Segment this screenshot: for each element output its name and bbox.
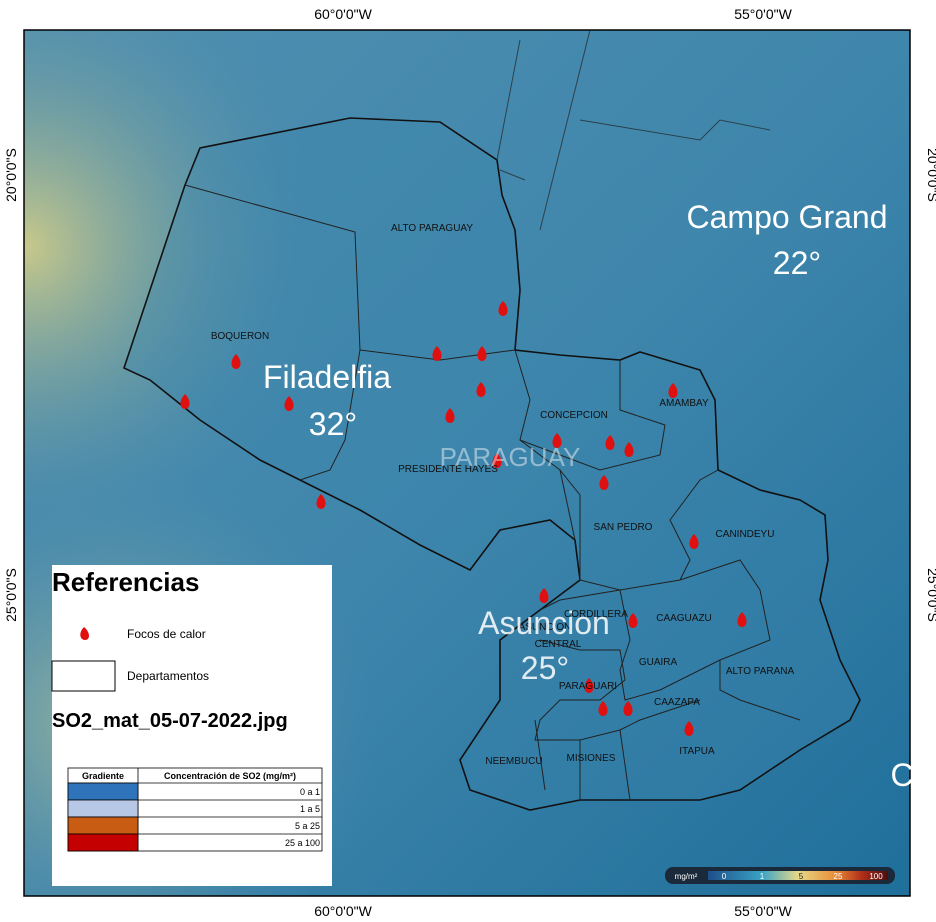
fire-marker — [668, 383, 678, 398]
department-label: ITAPUA — [679, 746, 715, 757]
temperature-label: 32° — [309, 406, 357, 442]
fire-marker — [605, 435, 615, 450]
lat-label: 20°0'0"S — [925, 148, 936, 202]
department-label: ASUNCION — [519, 622, 572, 633]
table-cell: 5 a 25 — [295, 821, 320, 831]
fire-marker — [599, 475, 609, 490]
city-label: Campo Grand — [687, 199, 888, 235]
table-cell: 25 a 100 — [285, 838, 320, 848]
temperature-label: 22° — [773, 245, 821, 281]
fire-marker — [552, 433, 562, 448]
fire-marker — [231, 354, 241, 369]
fire-markers — [180, 301, 747, 736]
fire-marker — [584, 678, 594, 693]
department-label: CORDILLERA — [564, 609, 628, 620]
legend-label: Departamentos — [127, 669, 209, 683]
department-label: BOQUERON — [211, 331, 269, 342]
gradient-table — [67, 767, 323, 852]
lat-label: 25°0'0"S — [925, 568, 936, 622]
lat-label: 25°0'0"S — [3, 568, 19, 622]
department-label: ALTO PARAGUAY — [391, 223, 473, 234]
legend-label: Focos de calor — [127, 627, 206, 641]
colorbar-label: 25 — [834, 872, 843, 881]
fire-marker — [498, 301, 508, 316]
department-label: PARAGUARI — [559, 681, 617, 692]
fire-marker — [628, 613, 638, 628]
table-cell: 1 a 5 — [300, 804, 320, 814]
neighbor-borders — [496, 29, 771, 231]
country-label: PARAGUAY — [440, 442, 581, 472]
table-cell: 0 a 1 — [300, 787, 320, 797]
fire-marker — [684, 721, 694, 736]
fire-marker — [316, 494, 326, 509]
department-borders — [184, 184, 801, 801]
colorbar-label: 1 — [760, 872, 765, 881]
fire-marker — [737, 612, 747, 627]
department-label: CONCEPCION — [540, 410, 608, 421]
fire-marker — [477, 346, 487, 361]
fire-marker — [432, 346, 442, 361]
city-label: C — [890, 757, 913, 793]
department-label: ALTO PARANA — [726, 666, 795, 677]
department-label: CAAZAPA — [654, 697, 700, 708]
fire-marker — [445, 408, 455, 423]
department-label: CAAGUAZU — [656, 613, 712, 624]
department-label: NEEMBUCU — [485, 756, 542, 767]
lon-label: 55°0'0"W — [734, 6, 792, 22]
fire-marker — [180, 394, 190, 409]
department-label: MISIONES — [567, 753, 616, 764]
lon-label: 60°0'0"W — [314, 6, 372, 22]
lat-label: 20°0'0"S — [3, 148, 19, 202]
fire-marker — [624, 442, 634, 457]
colorbar-unit: mg/m² — [675, 872, 698, 881]
lon-label: 55°0'0"W — [734, 903, 792, 919]
table-header: Concentración de SO2 (mg/m²) — [164, 771, 296, 781]
fire-marker — [476, 382, 486, 397]
colorbar — [708, 871, 888, 880]
legend-title: Referencias — [52, 567, 199, 597]
city-label: Asuncion — [478, 605, 610, 641]
department-label: CANINDEYU — [716, 529, 775, 540]
fire-marker — [623, 701, 633, 716]
fire-marker — [689, 534, 699, 549]
fire-marker — [539, 588, 549, 603]
fire-icon — [80, 627, 89, 640]
department-label: GUAIRA — [639, 657, 678, 668]
department-label: AMAMBAY — [659, 398, 709, 409]
fire-marker — [284, 396, 294, 411]
colorbar-label: 5 — [799, 872, 804, 881]
colorbar-label: 100 — [869, 872, 883, 881]
lon-label: 60°0'0"W — [314, 903, 372, 919]
department-label: PRESIDENTE HAYES — [398, 464, 498, 475]
city-label: Filadelfia — [263, 359, 391, 395]
file-name: SO2_mat_05-07-2022.jpg — [52, 710, 288, 732]
department-label: CENTRAL — [535, 639, 582, 650]
department-label: SAN PEDRO — [594, 522, 653, 533]
department-swatch — [51, 660, 116, 692]
fire-marker — [492, 453, 502, 468]
map-frame — [23, 29, 911, 897]
table-header: Gradiente — [82, 771, 124, 781]
colorbar-label: 0 — [722, 872, 727, 881]
legend: Referencias Focos de calor Departamentos… — [51, 565, 332, 886]
country-outline — [123, 117, 861, 811]
temperature-label: 25° — [521, 650, 569, 686]
fire-marker — [598, 701, 608, 716]
